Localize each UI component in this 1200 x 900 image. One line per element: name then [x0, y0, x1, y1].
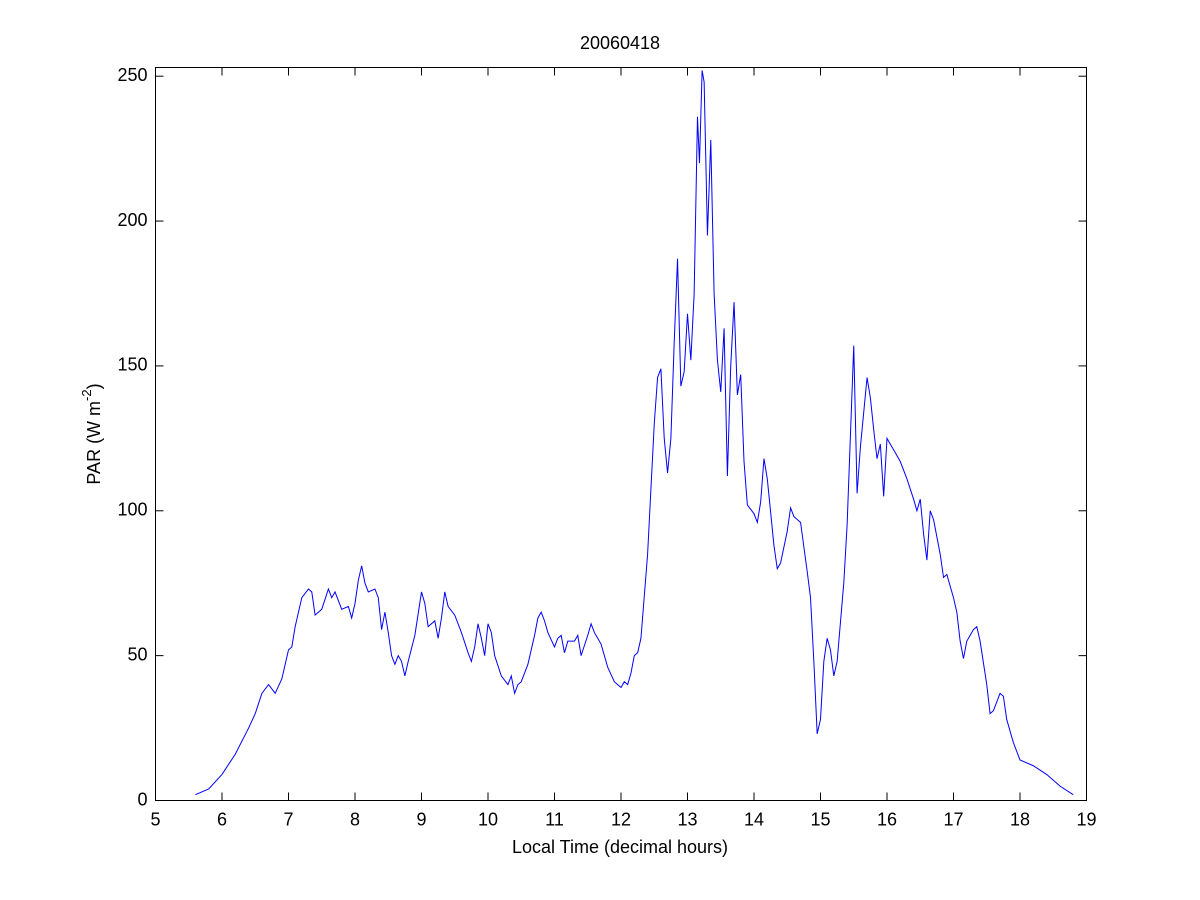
y-axis-label: PAR (W m-2): [79, 383, 103, 484]
data-line: [195, 70, 1074, 796]
x-axis-label: Local Time (decimal hours): [512, 837, 728, 857]
x-tick-label: 15: [810, 809, 830, 829]
x-tick-label: 17: [943, 809, 963, 829]
x-tick-label: 12: [611, 809, 631, 829]
y-label-end: ): [84, 383, 104, 389]
x-tick-label: 14: [744, 809, 764, 829]
x-tick-label: 11: [545, 809, 564, 829]
x-tick-label: 7: [283, 809, 293, 829]
y-label-superscript: -2: [79, 389, 94, 401]
x-tick-label: 8: [350, 809, 360, 829]
y-tick-label: 200: [117, 210, 147, 230]
chart-title: 20060418: [580, 33, 660, 53]
x-tick-label: 13: [677, 809, 697, 829]
y-label-text: PAR (W m: [84, 401, 104, 485]
x-tick-label: 16: [877, 809, 897, 829]
x-tick-label: 19: [1076, 809, 1096, 829]
y-tick-label: 100: [117, 500, 147, 520]
x-tick-label: 5: [150, 809, 160, 829]
x-tick-label: 10: [478, 809, 498, 829]
axes-box: [155, 67, 1087, 801]
y-tick-label: 150: [117, 355, 147, 375]
x-tick-label: 6: [217, 809, 227, 829]
x-tick-label: 9: [416, 809, 426, 829]
x-tick-label: 18: [1010, 809, 1030, 829]
y-tick-label: 0: [137, 789, 147, 809]
y-tick-label: 50: [127, 644, 147, 664]
y-tick-label: 250: [117, 65, 147, 85]
